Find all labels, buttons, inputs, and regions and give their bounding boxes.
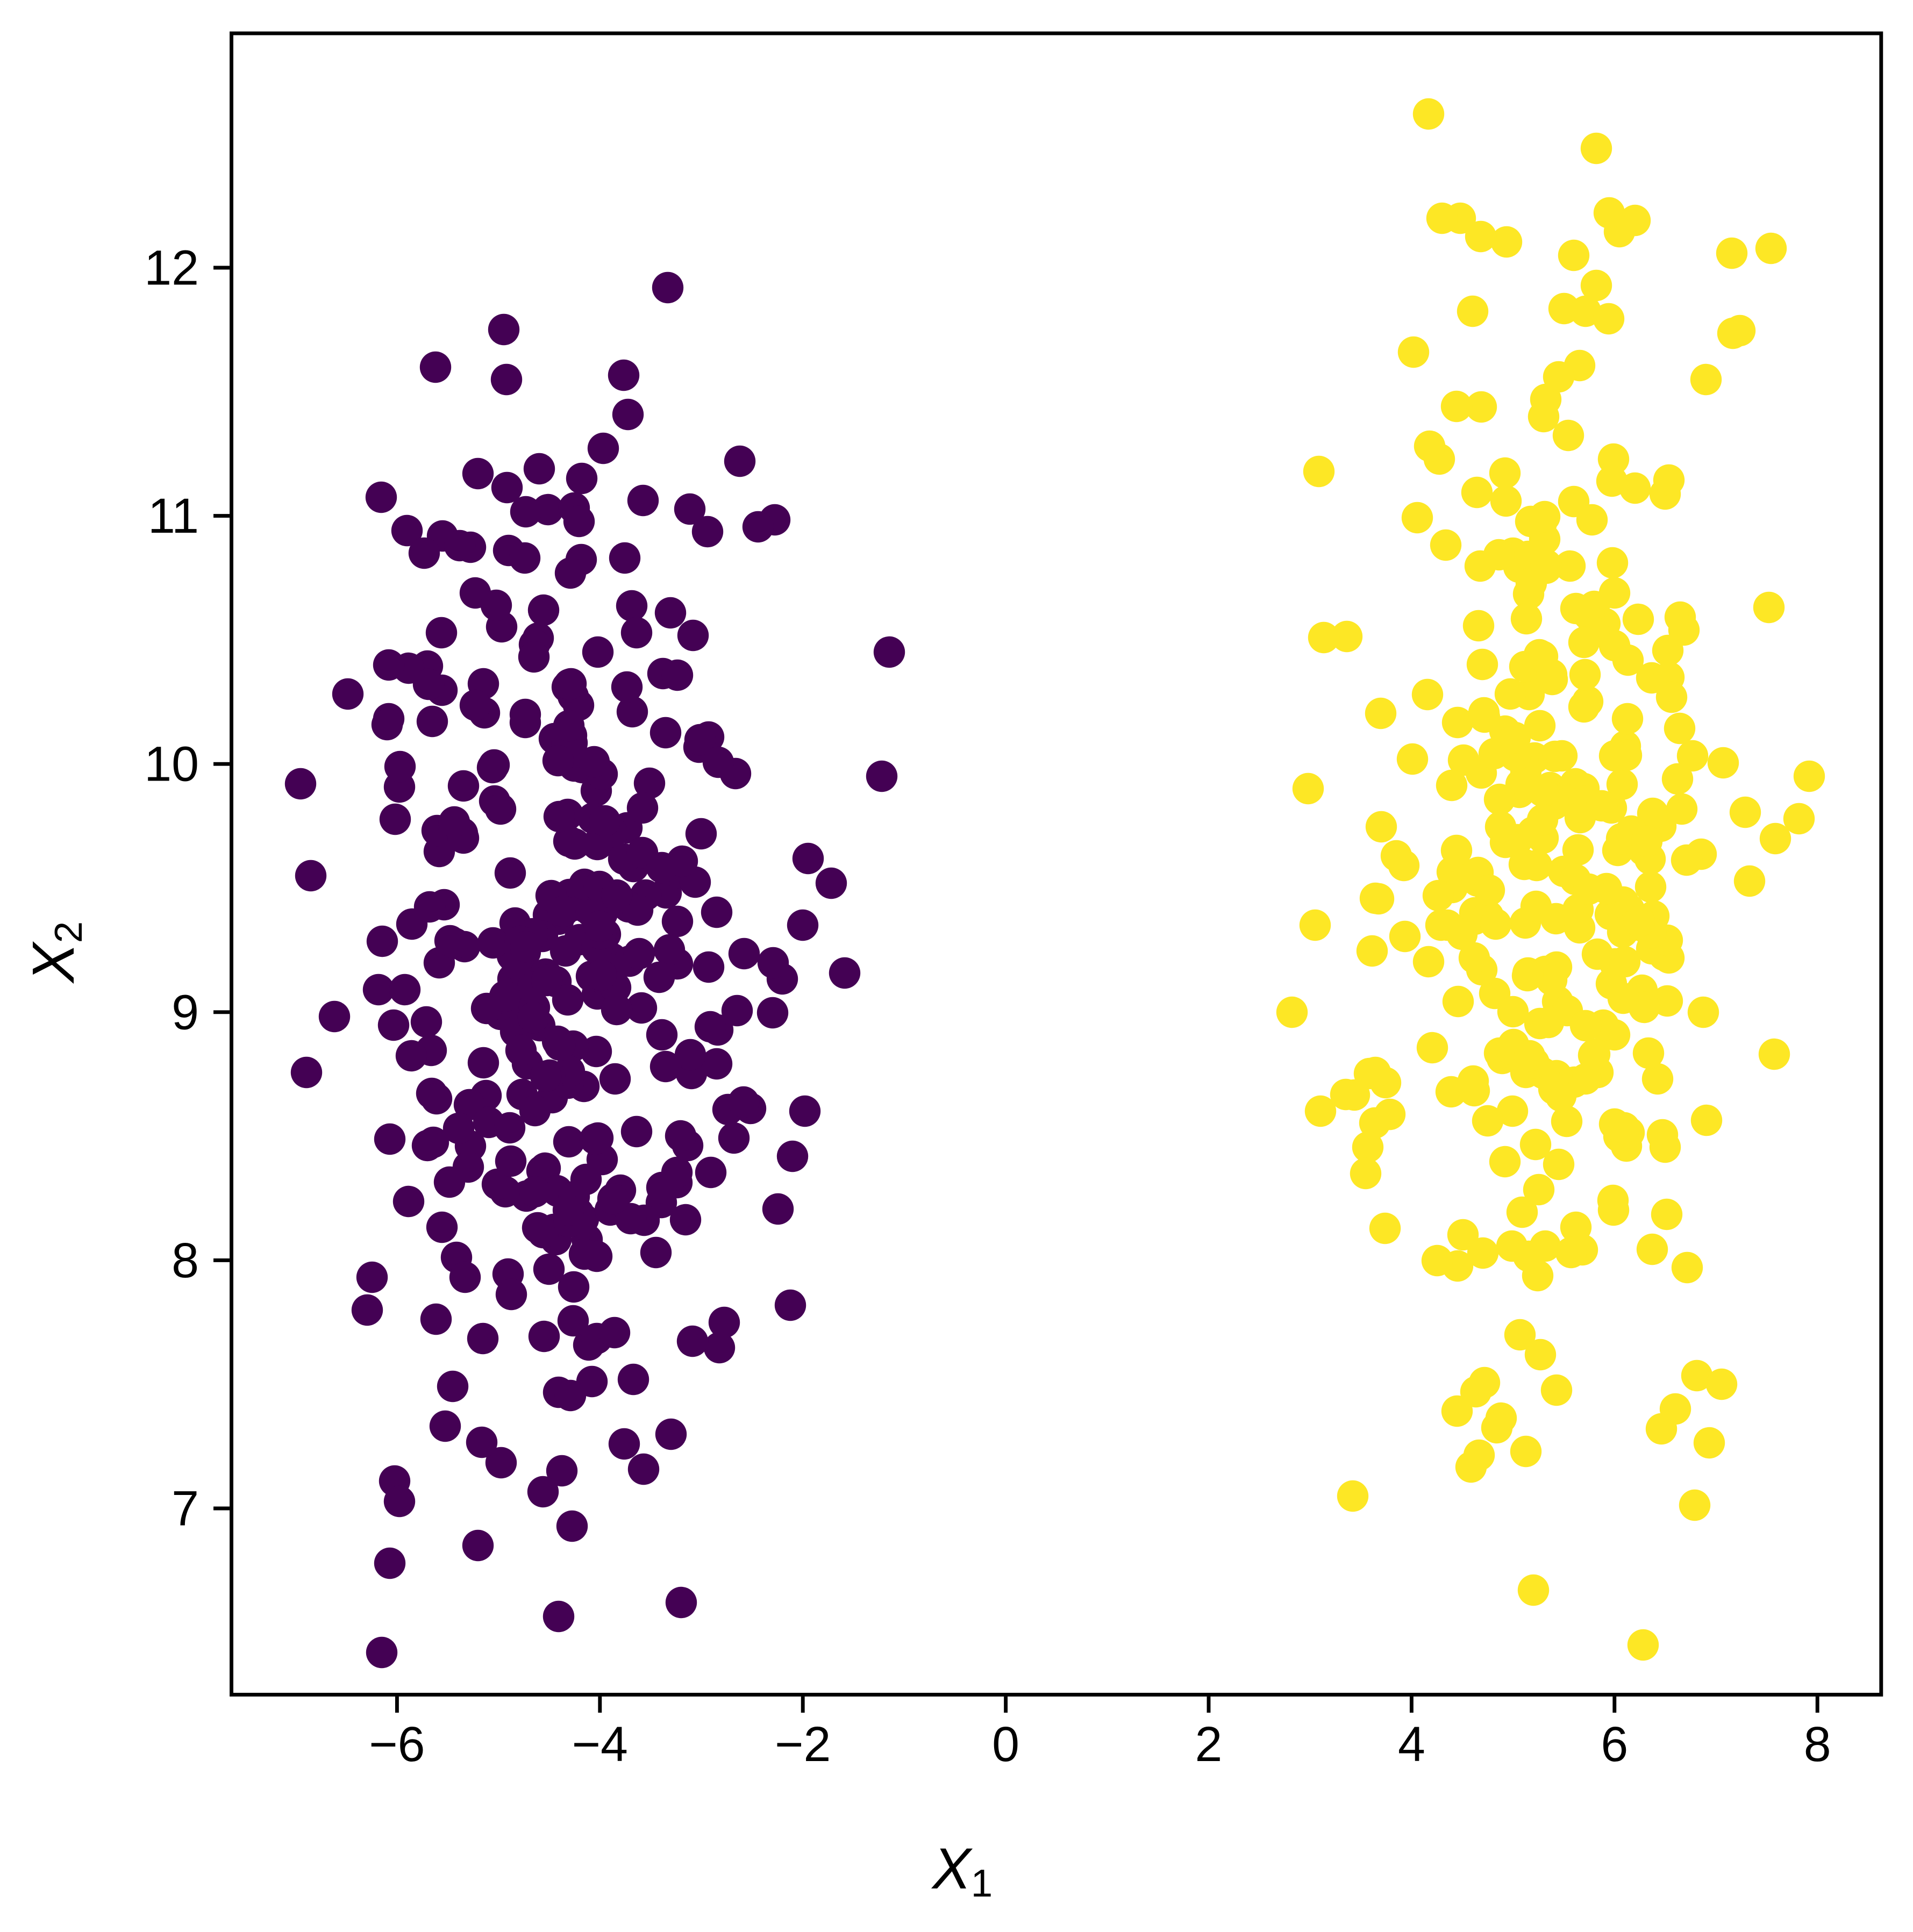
svg-text:X1: X1 [931,1836,993,1905]
svg-text:7: 7 [172,1482,199,1536]
svg-text:11: 11 [148,489,199,543]
svg-text:0: 0 [992,1717,1019,1772]
svg-text:X2: X2 [20,921,90,984]
svg-text:2: 2 [1195,1717,1223,1772]
svg-text:6: 6 [1601,1717,1628,1772]
svg-text:12: 12 [144,241,199,296]
svg-text:−2: −2 [775,1717,831,1772]
svg-text:4: 4 [1398,1717,1425,1772]
svg-text:8: 8 [1804,1717,1831,1772]
svg-text:10: 10 [144,737,199,792]
svg-text:−4: −4 [572,1717,628,1772]
svg-text:9: 9 [172,985,199,1040]
svg-text:−6: −6 [369,1717,425,1772]
svg-text:8: 8 [172,1233,199,1288]
